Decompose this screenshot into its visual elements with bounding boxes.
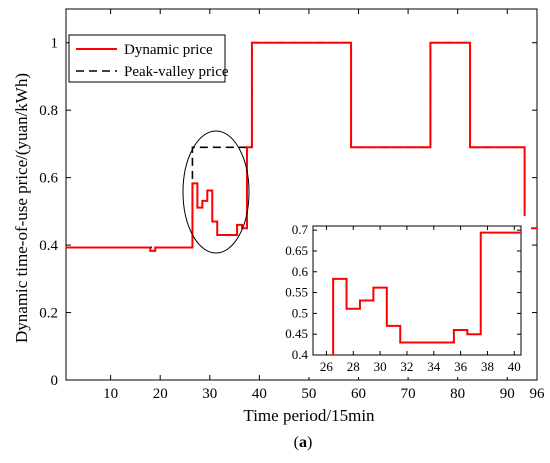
legend: Dynamic price Peak-valley price: [68, 34, 229, 83]
x-tick-label-3: 40: [252, 386, 267, 402]
caption-close: ): [307, 434, 312, 451]
inset-y-tick-label-0: 0.4: [292, 347, 309, 362]
x-tick-label-2: 30: [202, 386, 217, 402]
y-tick-label-0: 0: [51, 373, 59, 389]
x-tick-label-6: 70: [401, 386, 416, 402]
y-tick-label-1: 0.2: [39, 306, 58, 322]
inset-y-tick-label-2: 0.5: [292, 305, 308, 320]
y-tick-label-4: 0.8: [39, 103, 58, 119]
x-tick-label-0: 10: [103, 386, 118, 402]
inset-x-tick-label-6: 38: [481, 359, 494, 374]
y-axis-label: Dynamic time-of-use price/(yuan/kWh): [12, 73, 31, 343]
x-tick-label-5: 60: [351, 386, 366, 402]
inset-x-tick-label-4: 34: [427, 359, 441, 374]
caption-letter: a: [299, 434, 307, 451]
y-tick-label-5: 1: [51, 36, 59, 52]
y-tick-label-2: 0.4: [39, 238, 58, 254]
series-line-dynamic-price: [66, 41, 537, 252]
x-tick-label-8: 90: [500, 386, 515, 402]
inset-series-line: [332, 231, 521, 355]
inset-frame: [312, 225, 522, 356]
y-tick-label-3: 0.6: [39, 171, 58, 187]
inset-x-tick-label-1: 28: [347, 359, 360, 374]
zoom-ellipse: [182, 130, 250, 254]
inset-x-tick-label-3: 32: [400, 359, 413, 374]
inset-y-tick-label-5: 0.65: [285, 243, 308, 258]
caption-open: (: [294, 434, 299, 451]
inset-y-tick-label-6: 0.7: [292, 222, 309, 237]
inset-x-tick-label-0: 26: [320, 359, 334, 374]
figure-caption: (a): [294, 434, 313, 451]
legend-box: [68, 34, 226, 83]
legend-label-1: Peak-valley price: [124, 64, 229, 80]
x-axis-label: Time period/15min: [243, 406, 375, 425]
x-tick-label-9: 96: [530, 386, 546, 402]
inset-x-tick-label-7: 40: [508, 359, 521, 374]
inset-y-tick-label-4: 0.6: [292, 264, 309, 279]
x-tick-label-4: 50: [301, 386, 316, 402]
inset-x-tick-label-5: 36: [454, 359, 468, 374]
x-tick-label-1: 20: [153, 386, 168, 402]
legend-label-0: Dynamic price: [124, 42, 213, 58]
inset-plot-area: 26 28 30 32 34 36 38 40 0.4 0.45 0.5 0.55 0.6 0.65 0.7: [269, 216, 531, 377]
inset-y-tick-label-3: 0.55: [285, 285, 308, 300]
inset-y-tick-label-1: 0.45: [285, 326, 308, 341]
x-tick-label-7: 80: [450, 386, 465, 402]
inset-x-tick-label-2: 30: [374, 359, 387, 374]
